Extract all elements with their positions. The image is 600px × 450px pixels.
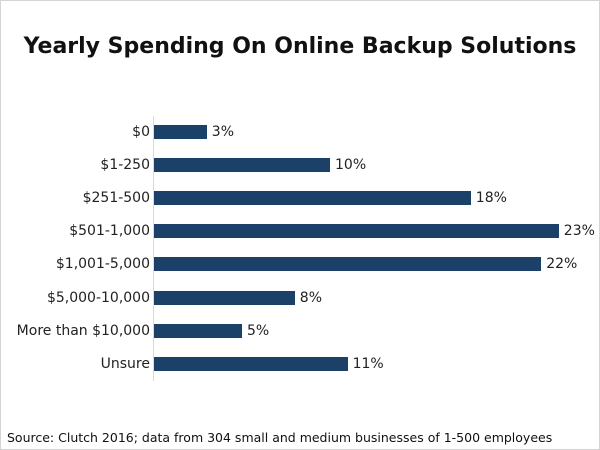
value-label: 5%: [247, 322, 270, 339]
category-label: More than $10,000: [16, 322, 150, 339]
category-label: $0: [132, 124, 150, 140]
category-label: $1,001-5,000: [55, 256, 150, 273]
bar: [154, 224, 559, 239]
value-label: 23%: [563, 223, 595, 240]
value-label: 10%: [335, 157, 367, 174]
chart-title: Yearly Spending On Online Backup Solutio…: [23, 34, 577, 59]
category-label: $251-500: [82, 190, 150, 207]
value-label: 3%: [211, 124, 235, 140]
value-label: 11%: [352, 355, 384, 372]
y-axis-line: [153, 116, 154, 381]
source-note: Source: Clutch 2016; data from 304 small…: [7, 430, 553, 445]
category-label: Unsure: [100, 355, 150, 372]
bar-row: $251-500 18%: [0, 190, 600, 207]
bar-row: More than $10,000 5%: [0, 322, 600, 339]
bar: [154, 290, 295, 305]
bar-row: $501-1,000 23%: [0, 223, 600, 240]
category-label: $5,000-10,000: [46, 289, 150, 306]
bar: [154, 257, 542, 272]
bar-row: $0 3%: [0, 125, 600, 139]
bar: [154, 356, 348, 371]
value-label: 8%: [299, 289, 323, 306]
bar: [154, 125, 207, 139]
bar-row: Unsure 11%: [0, 355, 600, 372]
bar: [154, 158, 330, 173]
bar-row: $5,000-10,000 8%: [0, 289, 600, 306]
category-label: $1-250: [100, 157, 150, 174]
category-label: $501-1,000: [69, 223, 150, 240]
bar-row: $1,001-5,000 22%: [0, 256, 600, 273]
bar-row: $1-250 10%: [0, 157, 600, 174]
bar: [154, 323, 242, 338]
value-label: 18%: [475, 190, 507, 207]
value-label: 22%: [546, 256, 578, 273]
bar: [154, 191, 471, 206]
